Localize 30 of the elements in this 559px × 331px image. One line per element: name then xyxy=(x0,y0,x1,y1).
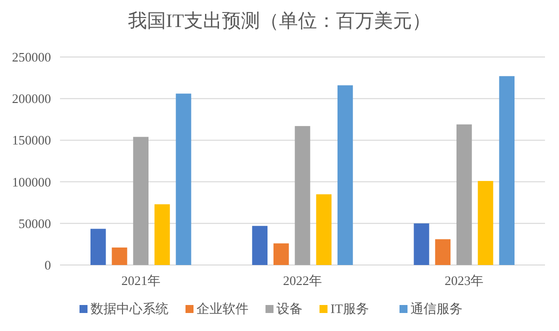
y-tick-label: 150000 xyxy=(12,132,51,148)
legend-label: 设备 xyxy=(276,301,302,316)
chart-title: 我国IT支出预测（单位：百万美元） xyxy=(128,10,431,32)
y-tick-label: 200000 xyxy=(12,91,51,106)
bar xyxy=(435,239,451,265)
bar xyxy=(133,136,149,265)
legend-label: 通信服务 xyxy=(410,301,462,316)
bar xyxy=(316,194,332,265)
bar xyxy=(112,248,128,265)
x-tick-label: 2023年 xyxy=(444,273,484,288)
bar xyxy=(456,124,472,265)
bar xyxy=(338,85,353,265)
bar xyxy=(414,223,430,265)
y-tick-label: 50000 xyxy=(18,216,51,231)
bar xyxy=(273,243,289,265)
bar xyxy=(294,126,310,265)
bar xyxy=(90,228,106,265)
bar xyxy=(154,204,170,265)
x-tick-label: 2021年 xyxy=(121,273,160,288)
legend-label: 企业软件 xyxy=(196,301,248,316)
bar xyxy=(478,180,494,265)
legend-label: IT服务 xyxy=(330,301,369,316)
legend-label: 数据中心系统 xyxy=(90,301,168,316)
bar xyxy=(499,76,515,265)
y-tick-label: 0 xyxy=(44,258,51,272)
y-tick-label: 250000 xyxy=(12,50,51,64)
y-tick-label: 100000 xyxy=(12,174,51,190)
bar xyxy=(252,226,268,265)
bar xyxy=(176,94,192,265)
x-tick-label: 2022年 xyxy=(283,273,322,288)
